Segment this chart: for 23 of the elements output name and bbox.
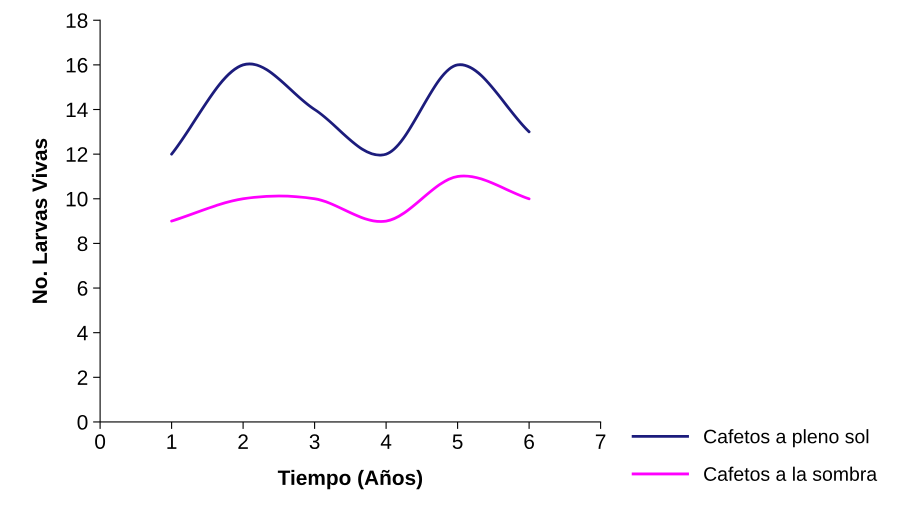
y-axis-title: No. Larvas Vivas	[32, 138, 48, 303]
y-tick-label: 14	[66, 102, 88, 118]
x-tick-label: 3	[310, 434, 320, 450]
y-tick-label: 16	[66, 58, 88, 73]
x-tick-label: 6	[524, 434, 534, 450]
y-tick-label: 6	[78, 281, 88, 296]
legend-label: Cafetos a pleno sol	[704, 429, 868, 448]
y-tick-label: 4	[77, 326, 88, 340]
y-tick-label: 18	[66, 13, 88, 28]
y-tick-label: 12	[66, 147, 88, 162]
x-tick-label: 1	[167, 434, 176, 449]
line-series	[170, 62, 530, 156]
y-tick-label: 8	[78, 236, 88, 252]
y-tick-label: 10	[66, 192, 88, 207]
legend-label: Cafetos a la sombra	[704, 466, 878, 481]
x-tick-label: 0	[95, 434, 106, 450]
y-tick-label: 2	[78, 370, 88, 385]
y-tick-label: 0	[78, 414, 88, 430]
x-tick-label: 2	[238, 434, 248, 449]
x-tick-label: 4	[380, 434, 392, 449]
x-axis-title: Tiempo (Años)	[278, 470, 422, 490]
x-tick-label: 5	[452, 434, 463, 450]
x-tick-label: 7	[596, 434, 606, 449]
